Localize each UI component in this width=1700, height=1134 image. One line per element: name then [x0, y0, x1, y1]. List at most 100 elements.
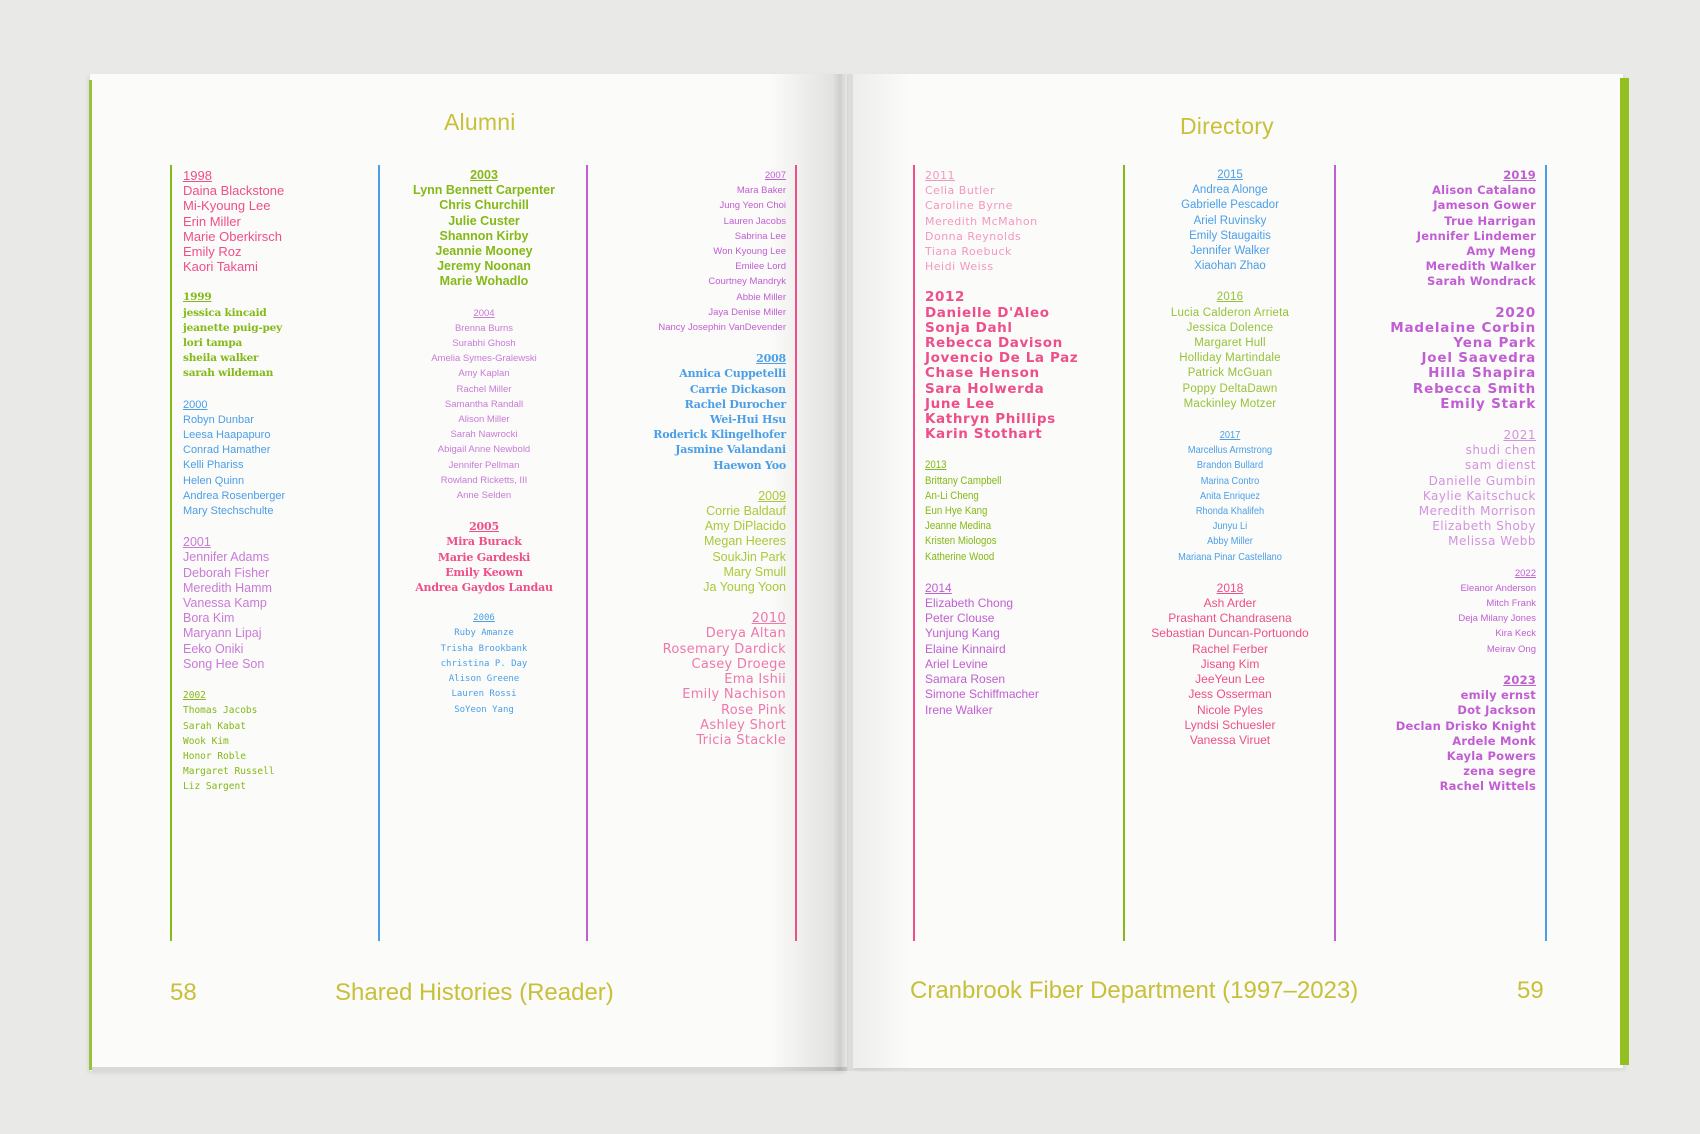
- alumni-name: Jaya Denise Miller: [708, 306, 786, 318]
- alumni-name: Marcellus Armstrong: [1187, 444, 1273, 457]
- year-group: 2008 Annica Cuppetelli Carrie Dickason R…: [590, 351, 786, 473]
- alumni-name: Lauren Rossi: [451, 689, 517, 700]
- alumni-name: Julie Custer: [448, 213, 520, 228]
- alumni-name: Casey Droege: [691, 656, 786, 672]
- alumni-name: Donna Reynolds: [925, 229, 1022, 243]
- year-label: 2020: [1495, 304, 1536, 321]
- alumni-name: Kelli Phariss: [183, 459, 244, 472]
- alumni-name: Elizabeth Shoby: [1432, 519, 1536, 534]
- alumni-name: Yunjung Kang: [925, 626, 1000, 641]
- alumni-name: Emily Nachison: [682, 687, 786, 703]
- alumni-name: Maryann Lipaj: [183, 626, 262, 641]
- alumni-name: Rachel Ferber: [1191, 641, 1269, 656]
- alumni-name: Mara Baker: [736, 185, 786, 197]
- alumni-name: Peter Clouse: [925, 611, 995, 626]
- alumni-name: SoukJin Park: [712, 549, 786, 564]
- alumni-name: Sebastian Duncan-Portuondo: [1151, 626, 1309, 641]
- column-rule-4: [795, 165, 797, 941]
- alumni-name: Derya Altan: [705, 626, 786, 642]
- alumni-name: Rosemary Dardick: [662, 641, 786, 657]
- year-label: 2022: [1514, 567, 1536, 579]
- alumni-name: Robyn Dunbar: [183, 413, 254, 426]
- alumni-name: Alison Catalano: [1432, 183, 1536, 198]
- alumni-name: Tiana Roebuck: [925, 245, 1012, 259]
- alumni-name: Brandon Bullard: [1196, 459, 1264, 472]
- alumni-name: Margaret Hull: [1194, 337, 1266, 350]
- column-rule-6: [1123, 165, 1125, 941]
- alumni-name: Mitch Frank: [1486, 598, 1536, 610]
- alumni-name: Junyu Li: [1212, 520, 1248, 533]
- alumni-name: Samantha Randall: [444, 398, 524, 410]
- alumni-name: SoYeon Yang: [454, 704, 514, 715]
- year-label: 2000: [183, 398, 208, 411]
- alumni-name: Meredith Morrison: [1418, 504, 1536, 519]
- year-group: 2018 Ash Arder Prashant Chandrasena Seba…: [1132, 581, 1328, 748]
- right-page-number: 59: [1517, 977, 1544, 1004]
- alumni-name: Leesa Haapapuro: [183, 429, 271, 442]
- alumni-name: Sara Holwerda: [925, 380, 1045, 397]
- alumni-name: Jessica Dolence: [1186, 321, 1274, 334]
- alumni-name: Abby Miller: [1207, 535, 1253, 548]
- alumni-name: Mariana Pinar Castellano: [1178, 550, 1282, 563]
- year-label: 2011: [925, 169, 955, 182]
- alumni-name: Emily Roz: [183, 244, 242, 260]
- year-label: 2007: [764, 170, 786, 181]
- year-label: 2010: [751, 611, 786, 627]
- alumni-name: Prashant Chandrasena: [1168, 611, 1292, 626]
- alumni-name: Song Hee Son: [183, 656, 265, 671]
- directory-column-1: 2011 Celia Butler Caroline Byrne Meredit…: [925, 168, 1125, 734]
- alumni-name: Ariel Levine: [925, 656, 988, 671]
- alumni-name: Alison Greene: [448, 674, 520, 685]
- alumni-name: Courtney Mandryk: [708, 276, 786, 288]
- alumni-name: Katherine Wood: [925, 550, 995, 563]
- alumni-name: Jennifer Adams: [183, 550, 270, 565]
- year-label: 2012: [925, 289, 965, 306]
- alumni-name: Elaine Kinnaird: [925, 641, 1006, 656]
- year-group: 2012 Danielle D'Aleo Sonja Dahl Rebecca …: [925, 290, 1125, 442]
- alumni-name: Sarah Nawrocki: [450, 429, 518, 441]
- alumni-name: Ja Young Yoon: [703, 580, 786, 595]
- alumni-name: Ema Ishii: [724, 672, 786, 688]
- alumni-name: Nicole Pyles: [1196, 702, 1264, 717]
- alumni-name: Brittany Campbell: [925, 474, 1002, 487]
- year-label: 2006: [473, 613, 495, 624]
- alumni-name: Elizabeth Chong: [925, 596, 1014, 611]
- alumni-name: Andrea Alonge: [1192, 184, 1268, 197]
- alumni-name: Jess Osserman: [1188, 687, 1272, 702]
- year-label: 2004: [473, 307, 495, 319]
- alumni-name: Haewon Yoo: [713, 458, 786, 472]
- alumni-name: lori tampa: [183, 337, 243, 350]
- alumni-name: Ash Arder: [1203, 596, 1257, 611]
- alumni-name: Sarah Kabat: [183, 720, 246, 732]
- year-label: 1999: [183, 291, 212, 304]
- year-group: 2007 Mara Baker Jung Yeon Choi Lauren Ja…: [590, 168, 786, 335]
- year-label: 2023: [1503, 672, 1536, 687]
- year-label: 1998: [183, 168, 212, 183]
- alumni-column-3: 2007 Mara Baker Jung Yeon Choi Lauren Ja…: [590, 168, 786, 764]
- alumni-name: Anne Selden: [456, 490, 512, 502]
- alumni-name: Honor Roble: [183, 750, 246, 762]
- right-page-header: Directory: [1180, 113, 1274, 139]
- year-label: 2021: [1503, 428, 1536, 443]
- alumni-name: Danielle Gumbin: [1428, 473, 1536, 488]
- left-page-header: Alumni: [444, 109, 516, 135]
- alumni-name: Marina Contro: [1200, 474, 1260, 487]
- alumni-name: Sonja Dahl: [925, 319, 1013, 336]
- alumni-name: Tricia Stackle: [696, 732, 786, 748]
- alumni-name: Rachel Durocher: [684, 397, 787, 411]
- year-label: 2013: [925, 459, 947, 472]
- alumni-name: Helen Quinn: [183, 474, 245, 487]
- year-label: 2001: [183, 535, 211, 550]
- left-page: [90, 74, 847, 1071]
- year-group: 2022 Eleanor Anderson Mitch Frank Deja M…: [1340, 566, 1536, 657]
- year-label: 2003: [470, 168, 498, 182]
- year-label: 2008: [756, 352, 786, 366]
- alumni-name: An-Li Cheng: [925, 489, 979, 502]
- alumni-name: jessica kincaid: [183, 306, 267, 319]
- directory-column-3: 2019 Alison Catalano Jameson Gower True …: [1340, 168, 1536, 811]
- alumni-name: Sarah Wondrack: [1427, 274, 1536, 289]
- alumni-name: Caroline Byrne: [925, 199, 1013, 213]
- alumni-name: Amelia Symes-Gralewski: [431, 353, 537, 365]
- alumni-name: Emily Stark: [1440, 395, 1536, 412]
- alumni-name: shudi chen: [1465, 443, 1536, 458]
